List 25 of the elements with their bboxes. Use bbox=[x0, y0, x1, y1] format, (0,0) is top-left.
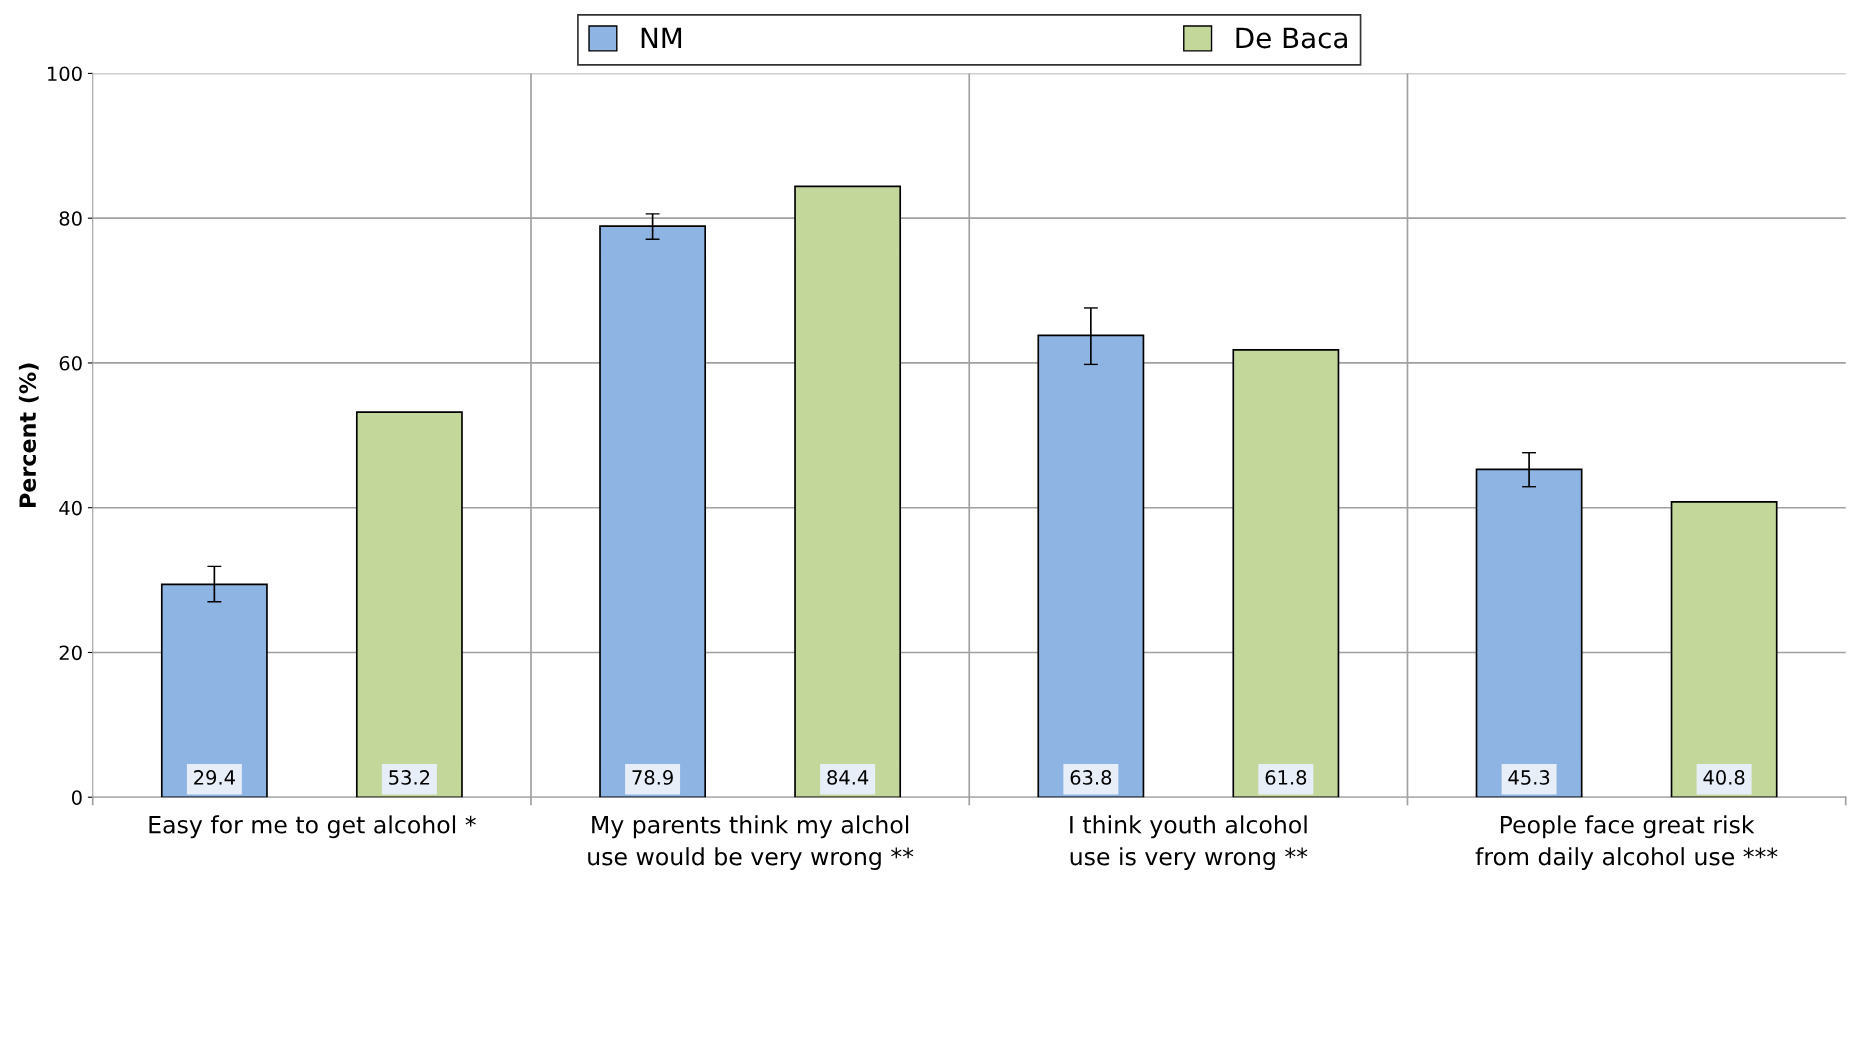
x-tick-label: Easy for me to get alcohol * bbox=[149, 815, 476, 839]
legend-label: NM bbox=[641, 27, 682, 48]
bar bbox=[794, 185, 902, 798]
data-label: 63.8 bbox=[1070, 770, 1112, 785]
y-tick-label: 60 bbox=[59, 355, 82, 371]
x-tick-label: People face great risk from daily alcohol use *** bbox=[1475, 815, 1778, 871]
x-tick-label: I think youth alcohol use is very wrong ** bbox=[1070, 815, 1308, 871]
bar bbox=[1232, 349, 1340, 798]
bar bbox=[355, 411, 463, 798]
data-label: 78.9 bbox=[632, 770, 673, 785]
data-label: 29.4 bbox=[194, 770, 235, 785]
data-label: 84.4 bbox=[827, 770, 869, 785]
legend-label: De Baca bbox=[1236, 27, 1347, 49]
x-tick-label: My parents think my alchol use would be very wrong ** bbox=[588, 815, 914, 871]
bar bbox=[1670, 501, 1778, 798]
y-tick-label: 100 bbox=[48, 66, 82, 82]
y-tick-label: 0 bbox=[71, 790, 82, 805]
y-tick-label: 40 bbox=[59, 500, 82, 516]
data-label: 61.8 bbox=[1265, 770, 1307, 785]
data-label: 53.2 bbox=[389, 770, 430, 785]
data-label: 45.3 bbox=[1508, 770, 1550, 785]
y-axis-title: Percent (%) bbox=[18, 363, 39, 507]
data-label: 40.8 bbox=[1703, 770, 1745, 785]
y-tick-label: 20 bbox=[59, 645, 82, 661]
y-tick-label: 80 bbox=[59, 211, 82, 226]
